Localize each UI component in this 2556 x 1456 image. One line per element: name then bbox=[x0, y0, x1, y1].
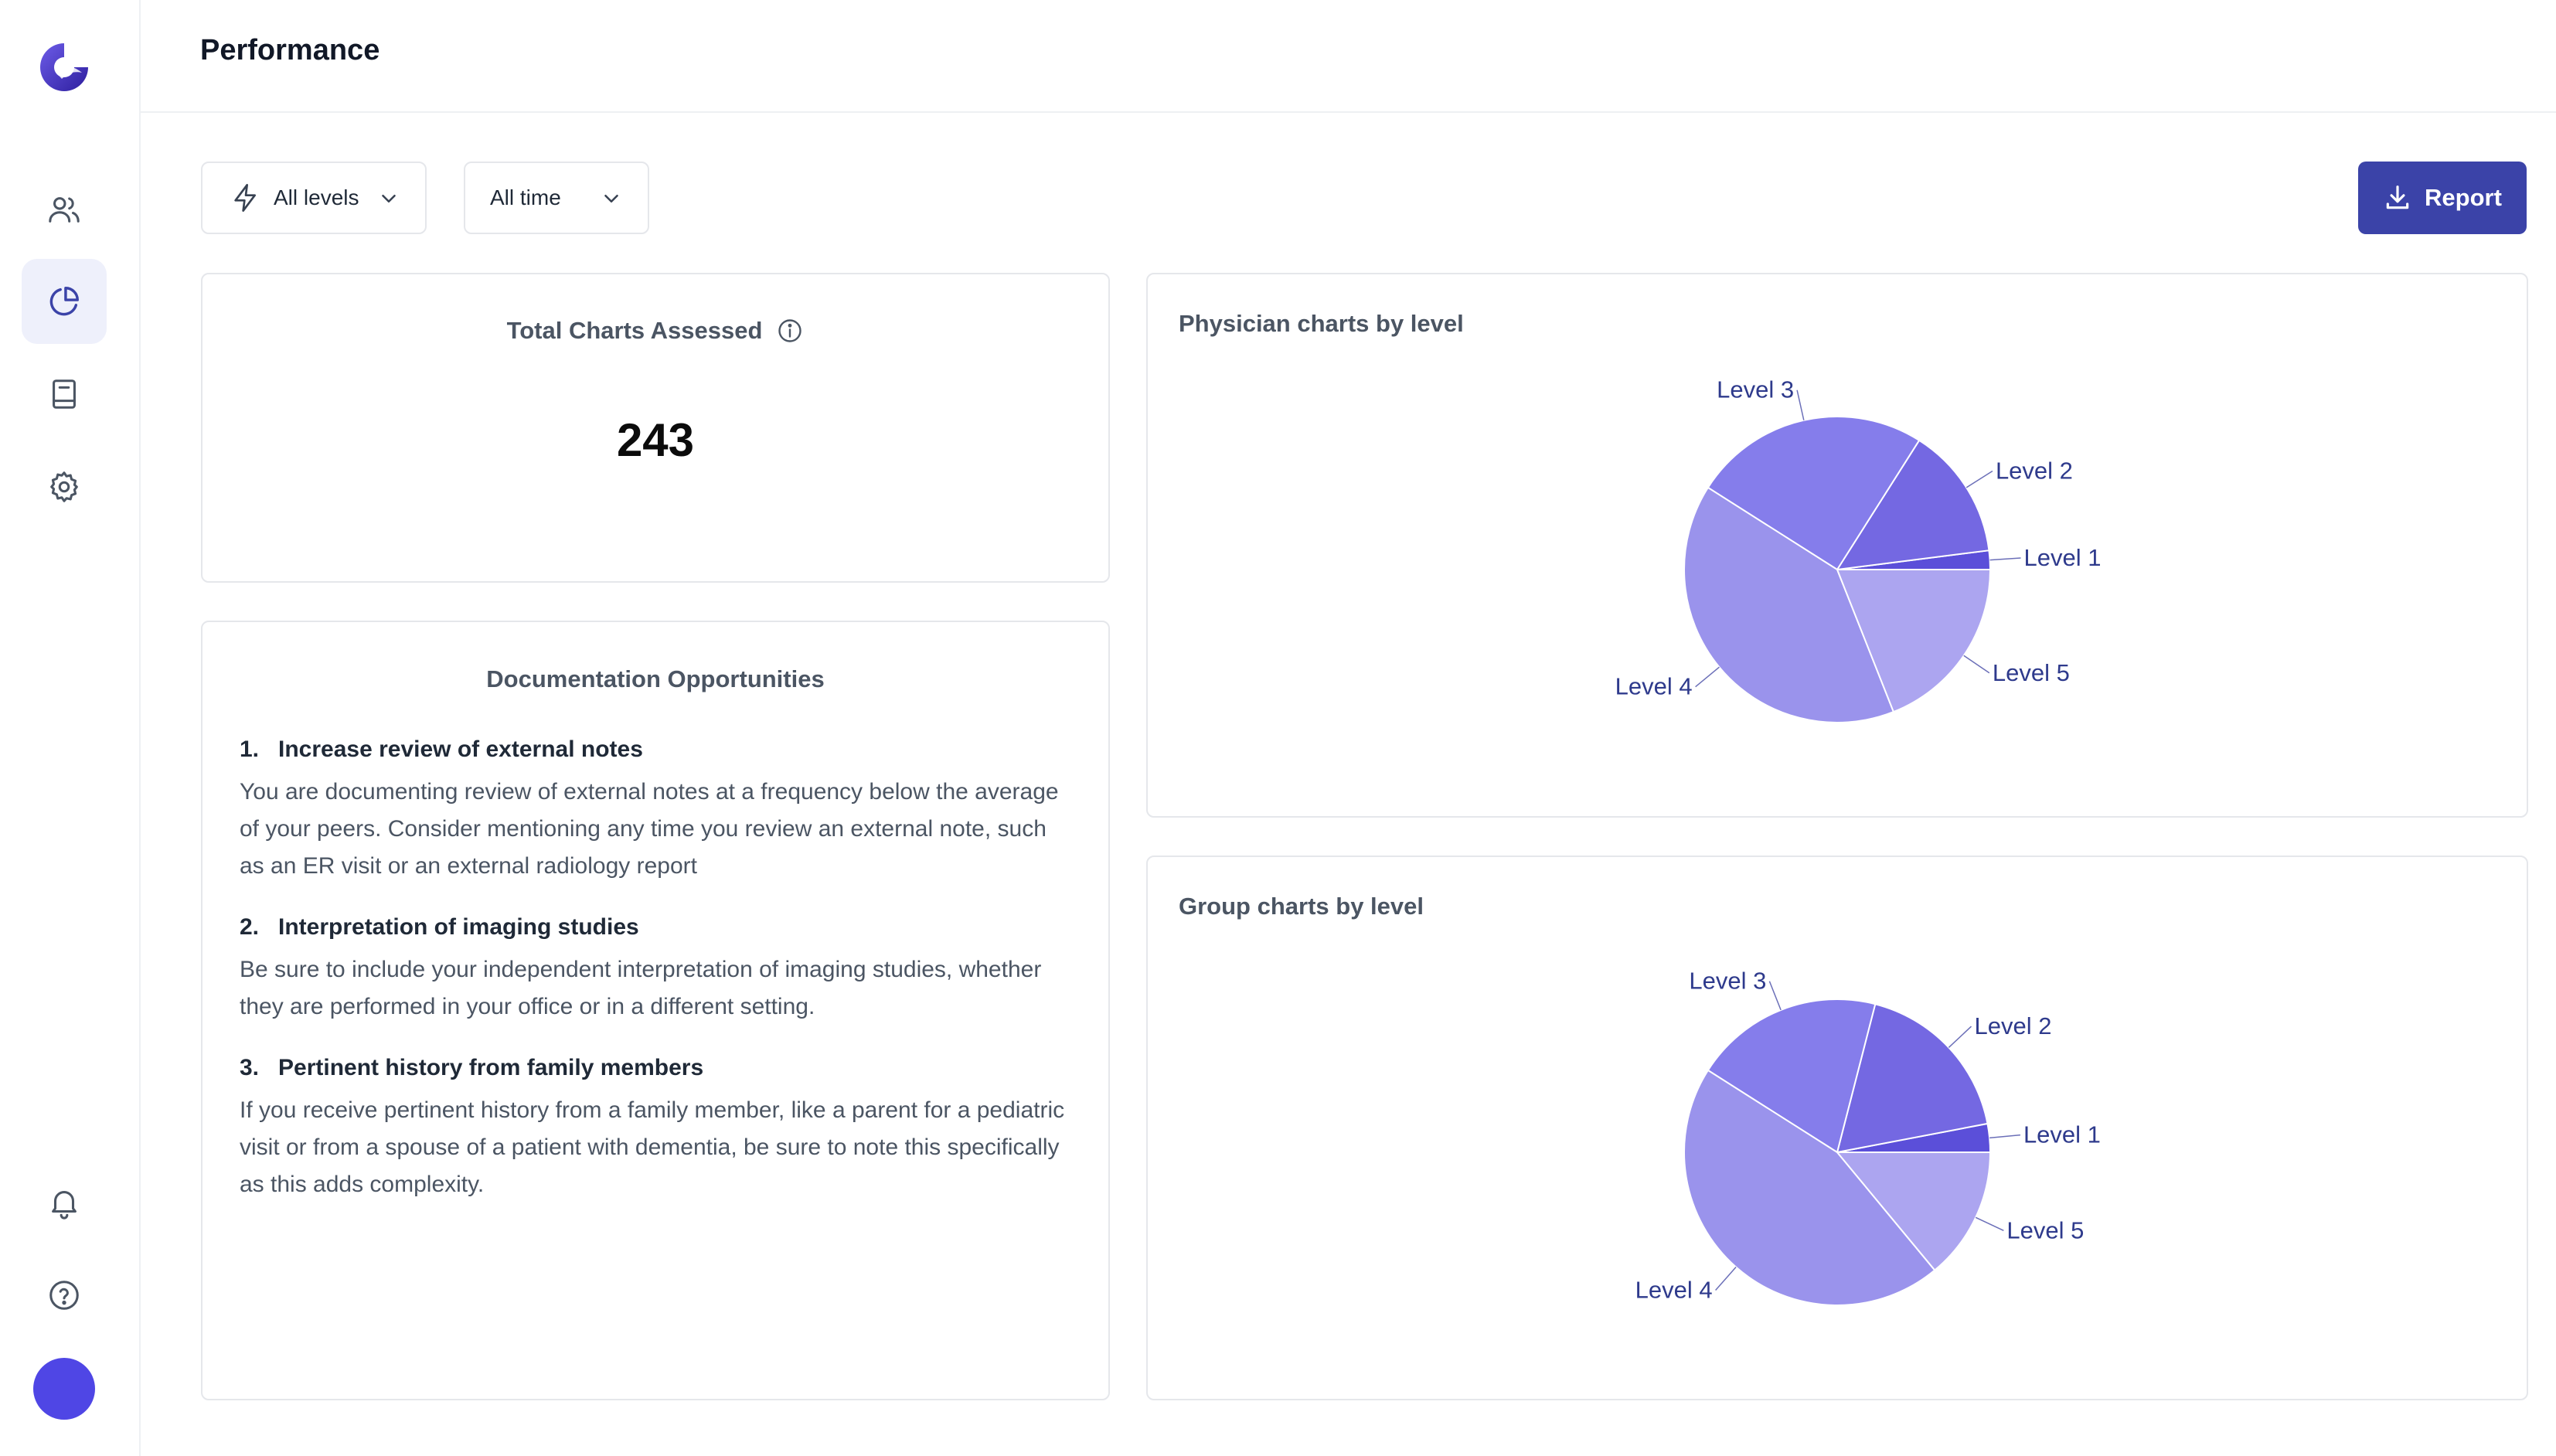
pie-leader-line bbox=[1715, 1267, 1737, 1291]
pie-label: Level 1 bbox=[2024, 544, 2102, 571]
pie-leader-line bbox=[1948, 1026, 1972, 1049]
list-item: 3. Pertinent history from family members… bbox=[240, 1055, 1071, 1203]
chevron-down-icon bbox=[604, 195, 618, 202]
pie-label: Level 2 bbox=[1974, 1012, 2051, 1039]
list-item-body: If you receive pertinent history from a … bbox=[240, 1097, 1065, 1197]
pie-slice-level-2[interactable] bbox=[1836, 439, 1990, 571]
pie-label: Level 4 bbox=[1635, 1277, 1713, 1304]
avatar[interactable] bbox=[33, 1358, 95, 1420]
sidebar-item-users[interactable] bbox=[22, 167, 107, 252]
pie-label: Level 4 bbox=[1615, 673, 1693, 700]
pie-label: Level 2 bbox=[1996, 457, 2073, 484]
physician-chart-title: Physician charts by level bbox=[1179, 310, 1464, 337]
sidebar-item-performance[interactable] bbox=[22, 259, 107, 344]
total-charts-value: 243 bbox=[616, 414, 695, 466]
help-button[interactable] bbox=[22, 1253, 107, 1338]
documentation-list: 1. Increase review of external notes You… bbox=[240, 737, 1071, 1233]
list-item-title: Interpretation of imaging studies bbox=[278, 914, 639, 940]
pie-leader-line bbox=[1963, 655, 1990, 674]
pie-leader-line bbox=[1989, 1134, 2021, 1139]
gear-icon bbox=[50, 471, 78, 502]
list-item-title: Increase review of external notes bbox=[278, 737, 643, 762]
pie-leader-line bbox=[1975, 1216, 2004, 1232]
pie-leader-line bbox=[1695, 666, 1720, 688]
group-pie-chart: Level 1 Level 2 Level 3 Level 4 Level 5 bbox=[1635, 968, 2101, 1306]
pie-label: Level 5 bbox=[1993, 659, 2070, 686]
pie-slice-level-5[interactable] bbox=[1836, 569, 1992, 713]
pie-slice-level-3[interactable] bbox=[1707, 416, 1921, 571]
pie-slice-level-2[interactable] bbox=[1836, 1003, 1989, 1154]
total-charts-title: Total Charts Assessed bbox=[506, 317, 763, 344]
sidebar bbox=[0, 0, 141, 1456]
group-chart-title: Group charts by level bbox=[1179, 893, 1424, 920]
levels-dropdown-label: All levels bbox=[274, 185, 359, 209]
list-item-number: 3. bbox=[240, 1055, 260, 1080]
pie-leader-line bbox=[1796, 390, 1805, 420]
download-icon bbox=[2386, 185, 2409, 209]
documentation-title: Documentation Opportunities bbox=[486, 665, 825, 692]
bell-icon bbox=[52, 1191, 77, 1220]
list-item-title: Pertinent history from family members bbox=[278, 1055, 704, 1080]
pie-chart-icon bbox=[49, 287, 79, 316]
book-icon bbox=[53, 379, 76, 409]
list-item: 1. Increase review of external notes You… bbox=[240, 737, 1071, 885]
documentation-opportunities-card: Documentation Opportunities 1. Increase … bbox=[201, 621, 1110, 1400]
list-item: 2. Interpretation of imaging studies Be … bbox=[240, 914, 1071, 1026]
time-range-label: All time bbox=[490, 185, 561, 209]
list-item-body: You are documenting review of external n… bbox=[240, 779, 1059, 879]
total-charts-title-row: Total Charts Assessed bbox=[203, 317, 1108, 345]
pie-label: Level 5 bbox=[2006, 1216, 2084, 1243]
physician-pie-chart: Level 1 Level 2 Level 3 Level 4 Level 5 bbox=[1615, 376, 2102, 723]
list-item-heading: 2. Interpretation of imaging studies bbox=[240, 914, 1071, 941]
sidebar-item-library[interactable] bbox=[22, 352, 107, 437]
report-button-label: Report bbox=[2425, 184, 2502, 211]
list-item-heading: 3. Pertinent history from family members bbox=[240, 1055, 1071, 1081]
pie-leader-line bbox=[1989, 557, 2021, 561]
page-header: Performance bbox=[141, 0, 2556, 113]
pie-label: Level 1 bbox=[2023, 1121, 2101, 1148]
time-range-dropdown[interactable]: All time bbox=[464, 162, 649, 234]
logo-icon bbox=[40, 43, 88, 91]
pie-slice-level-4[interactable] bbox=[1683, 486, 1895, 723]
list-item-heading: 1. Increase review of external notes bbox=[240, 737, 1071, 763]
pie-label: Level 3 bbox=[1717, 376, 1794, 403]
sidebar-item-settings[interactable] bbox=[22, 444, 107, 529]
help-icon bbox=[49, 1281, 79, 1310]
logo[interactable] bbox=[39, 42, 90, 93]
pie-slice-level-5[interactable] bbox=[1835, 1152, 1992, 1271]
levels-dropdown[interactable]: All levels bbox=[201, 162, 427, 234]
chevron-down-icon bbox=[382, 195, 396, 202]
list-item-body: Be sure to include your independent inte… bbox=[240, 957, 1042, 1019]
pie-leader-line bbox=[1768, 981, 1782, 1011]
notifications-button[interactable] bbox=[22, 1160, 107, 1245]
pie-leader-line bbox=[1965, 470, 1993, 488]
physician-chart-card: Physician charts by level Level 1 Level 2… bbox=[1146, 273, 2528, 818]
pie-slice-level-3[interactable] bbox=[1707, 998, 1877, 1154]
report-button[interactable]: Report bbox=[2358, 162, 2527, 234]
pie-label: Level 3 bbox=[1689, 968, 1766, 995]
list-item-number: 2. bbox=[240, 914, 260, 940]
total-charts-card: Total Charts Assessed 243 bbox=[201, 273, 1110, 583]
group-chart-card: Group charts by level Level 1 Level 2 Leve… bbox=[1146, 856, 2528, 1400]
lightning-icon bbox=[234, 184, 256, 212]
page-title: Performance bbox=[200, 34, 380, 66]
users-icon bbox=[49, 197, 80, 223]
list-item-number: 1. bbox=[240, 737, 260, 762]
info-icon[interactable] bbox=[776, 317, 804, 345]
